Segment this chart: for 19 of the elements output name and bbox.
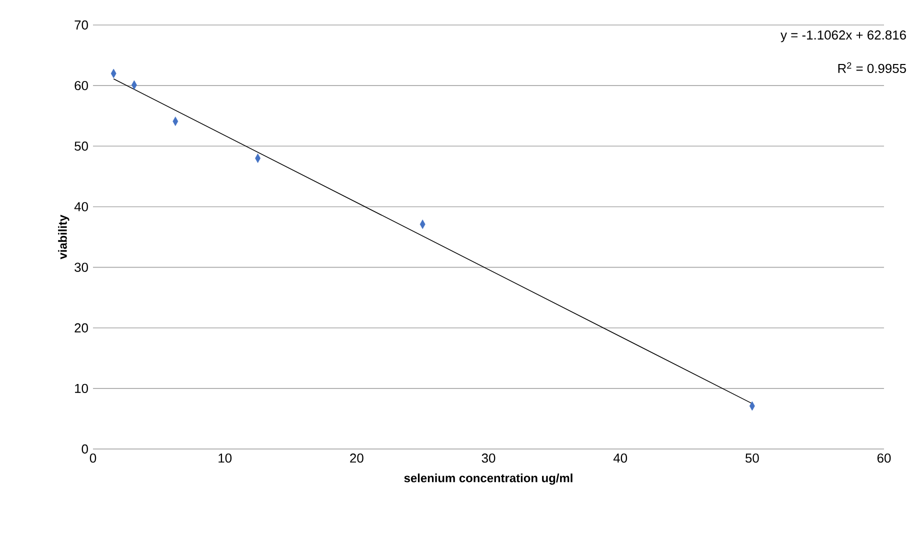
x-tick-label: 40	[613, 454, 628, 463]
x-tick-label: 10	[218, 454, 232, 463]
y-tick-label: 20	[74, 323, 88, 332]
annotation: y = -1.1062x + 62.816	[780, 30, 906, 42]
y-axis-title: viability	[58, 214, 70, 260]
annotation: R$^{2}$ = 0.9955	[838, 62, 906, 74]
y-tick-label: 30	[74, 262, 88, 272]
y-tick-label: 60	[74, 80, 88, 90]
x-tick-label: 60	[877, 454, 891, 463]
y-tick-label: 10	[75, 384, 88, 394]
y-tick-label: 70	[74, 20, 88, 30]
y-tick-label: 0	[82, 444, 88, 454]
x-tick-label: 30	[482, 454, 496, 463]
y-tick-label: 50	[74, 142, 88, 151]
x-axis-title: selenium concentration ug/ml	[404, 474, 572, 485]
y-tick-label: 40	[74, 202, 88, 212]
x-tick-label: 20	[350, 454, 364, 463]
x-tick-label: 0	[90, 454, 96, 463]
x-tick-label: 50	[745, 454, 759, 463]
